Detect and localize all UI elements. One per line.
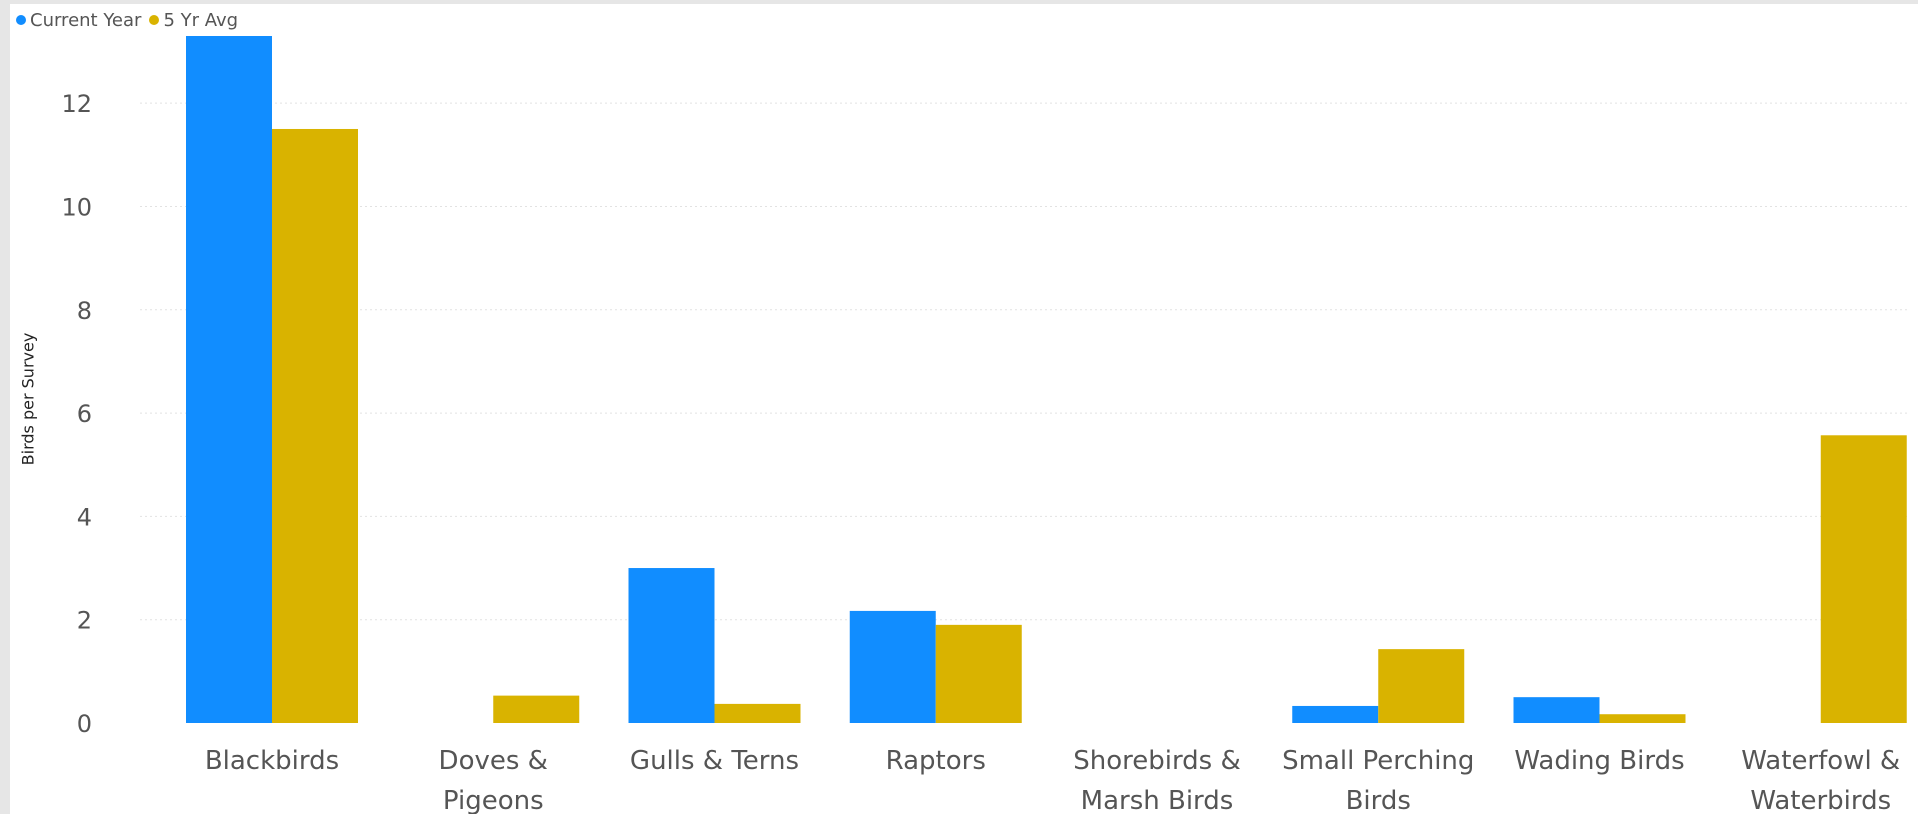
y-tick-label: 8 [77, 297, 92, 325]
x-tick-label: Blackbirds [205, 746, 339, 776]
x-tick-label: Birds [1346, 786, 1411, 814]
bar-5-yr-avg [714, 703, 801, 723]
legend-marker-5-yr-avg [149, 15, 160, 25]
bar-current-year [1292, 705, 1379, 723]
y-tick-label: 12 [61, 90, 92, 118]
y-tick-label: 10 [61, 193, 92, 221]
x-tick-label: Waterbirds [1750, 786, 1891, 814]
bar-5-yr-avg [935, 624, 1022, 723]
x-tick-label: Gulls & Terns [630, 746, 799, 776]
bar-current-year [628, 568, 715, 723]
x-tick-label: Marsh Birds [1081, 786, 1234, 814]
y-tick-label: 2 [77, 607, 92, 635]
x-tick-label: Pigeons [443, 786, 544, 814]
x-tick-label: Doves & [439, 746, 548, 776]
x-tick-label: Small Perching [1282, 746, 1474, 776]
bar-current-year [186, 36, 272, 723]
bar-current-year [849, 610, 936, 723]
legend-label-current-year: Current Year [30, 9, 142, 31]
chart-frame: Current Year 5 Yr Avg Birds per Survey 0… [10, 4, 1918, 814]
bar-5-yr-avg [1599, 714, 1686, 723]
x-tick-label: Raptors [886, 746, 986, 776]
x-tick-label: Waterfowl & [1741, 746, 1900, 776]
legend: Current Year 5 Yr Avg [16, 7, 238, 33]
bar-5-yr-avg [1820, 435, 1907, 723]
legend-marker-current-year [16, 15, 26, 25]
legend-item-5-yr-avg[interactable]: 5 Yr Avg [149, 10, 238, 31]
y-tick-label: 4 [77, 503, 92, 531]
bar-chart: 0 2 4 6 8 10 12 Blackbirds Doves & Pigeons Gulls &… [61, 36, 1910, 814]
bar-5-yr-avg [493, 695, 580, 723]
y-tick-label: 6 [77, 400, 92, 428]
x-tick-label: Shorebirds & [1073, 746, 1241, 776]
bar-5-yr-avg [272, 128, 358, 724]
legend-label-5-yr-avg: 5 Yr Avg [163, 9, 239, 31]
x-tick-label: Wading Birds [1514, 746, 1684, 776]
bar-current-year [1513, 697, 1600, 723]
bar-5-yr-avg [1378, 649, 1465, 723]
y-tick-label: 0 [77, 710, 92, 738]
legend-item-current-year[interactable]: Current Year [16, 10, 141, 31]
